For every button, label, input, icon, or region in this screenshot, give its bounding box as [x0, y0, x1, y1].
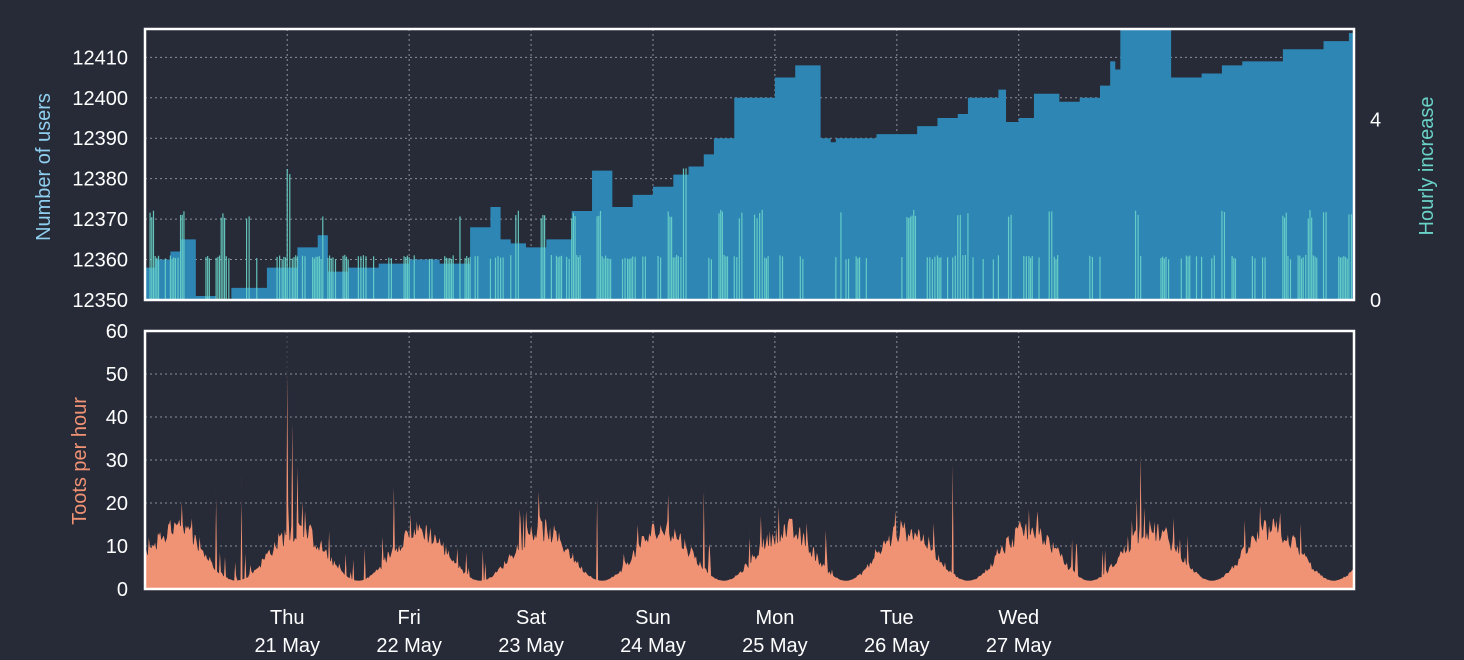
x-weekday-label: Fri: [397, 607, 420, 629]
toots-bars: [144, 330, 1355, 590]
users-area: [145, 29, 1354, 300]
users-y-tick: 12400: [72, 88, 128, 110]
x-weekday-label: Sun: [635, 607, 671, 629]
x-date-label: 24 May: [620, 635, 686, 657]
toots-y-tick: 60: [106, 321, 128, 343]
x-weekday-label: Thu: [270, 607, 304, 629]
x-axis-labels: Thu 21 May Fri 22 May Sat 23 May Sun 24 May Mon 2…: [254, 607, 1051, 657]
users-y-tick: 12380: [72, 169, 128, 191]
users-y-tick: 12370: [72, 209, 128, 231]
toots-y-tick: 30: [106, 450, 128, 472]
toots-y-tick: 40: [106, 407, 128, 429]
x-date-label: 25 May: [742, 635, 808, 657]
users-area-group: [145, 29, 1354, 300]
hourly-y-tick: 0: [1370, 290, 1381, 312]
toots-panel-frame: [143, 329, 1356, 591]
users-y-tick: 12360: [72, 250, 128, 272]
toots-y-tick: 50: [106, 364, 128, 386]
x-date-label: 27 May: [986, 635, 1052, 657]
x-weekday-label: Mon: [755, 607, 794, 629]
x-date-label: 26 May: [864, 635, 930, 657]
users-y-tick: 12410: [72, 47, 128, 69]
users-y-tick: 12390: [72, 128, 128, 150]
x-date-label: 23 May: [498, 635, 564, 657]
users-y-ticks: 12350 12360 12370 12380 12390 12400 12410: [72, 47, 128, 312]
toots-y-ticks: 0 10 20 30 40 50 60: [106, 321, 128, 601]
users-panel-frame: [143, 27, 1356, 302]
x-date-label: 22 May: [376, 635, 442, 657]
toots-y-label: Toots per hour: [69, 397, 91, 525]
x-date-label: 21 May: [254, 635, 320, 657]
users-y-label: Number of users: [33, 93, 55, 241]
x-weekday-label: Sat: [516, 607, 546, 629]
hourly-increase-bars: [144, 168, 1353, 300]
hourly-y-tick: 4: [1370, 109, 1381, 131]
toots-bars-area: [144, 330, 1355, 590]
toots-y-tick: 10: [106, 536, 128, 558]
x-weekday-label: Wed: [998, 607, 1039, 629]
toots-y-tick: 0: [117, 579, 128, 601]
hourly-y-ticks: 04: [1370, 109, 1381, 312]
toots-y-tick: 20: [106, 493, 128, 515]
x-weekday-label: Tue: [880, 607, 914, 629]
toots-panel: 0 10 20 30 40 50 60 Toots per hour: [69, 321, 1356, 601]
hourly-y-label: Hourly increase: [1416, 97, 1438, 236]
users-y-tick: 12350: [72, 290, 128, 312]
